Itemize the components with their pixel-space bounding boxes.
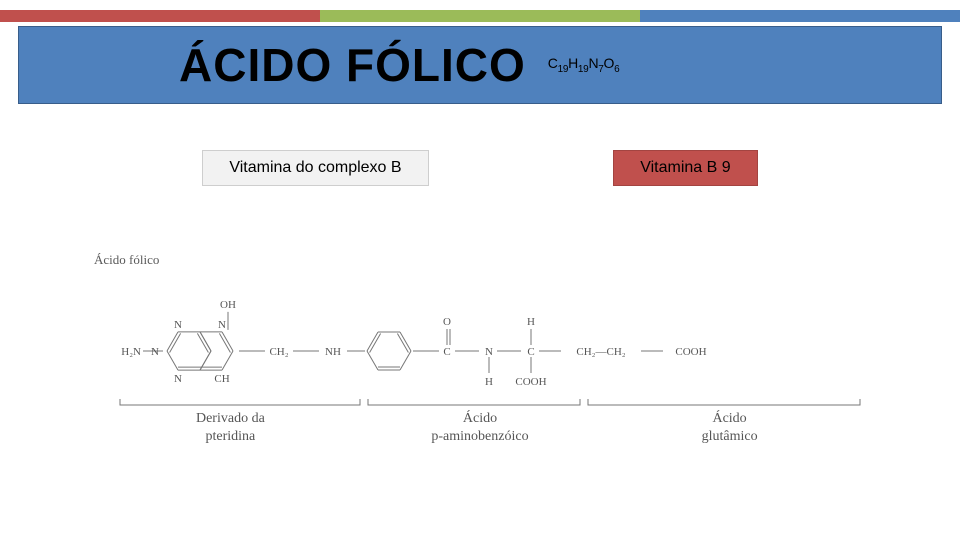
part-label-paba: Ácido p-aminobenzóico [371,410,589,445]
accent-seg-1 [0,10,320,22]
svg-text:N: N [174,373,182,385]
svg-text:C: C [527,346,534,358]
svg-text:CH₂—CH₂: CH₂—CH₂ [576,346,625,358]
badge-b9: Vitamina B 9 [613,150,757,186]
svg-text:N: N [151,346,159,358]
svg-text:N: N [218,319,226,331]
svg-text:OH: OH [220,299,236,311]
svg-text:H₂N: H₂N [121,346,141,358]
molecular-formula: C19H19N7O6 [548,55,620,75]
svg-text:NH: NH [325,346,341,358]
svg-text:N: N [174,319,182,331]
top-accent-bar [0,10,960,22]
part-label-pteridina: Derivado da pteridina [90,410,371,445]
svg-text:COOH: COOH [675,346,706,358]
chemical-structure-diagram: Ácido fólico NNNCHNOHH₂NCH₂NHCONHCHCOOHC… [90,260,870,450]
accent-seg-3 [640,10,960,22]
part-labels-row: Derivado da pteridina Ácido p-aminobenzó… [90,410,870,445]
accent-seg-2 [320,10,640,22]
diagram-title: Ácido fólico [94,252,159,268]
page-title: ÁCIDO FÓLICO [179,38,526,92]
svg-text:COOH: COOH [515,376,546,388]
title-header: ÁCIDO FÓLICO C19H19N7O6 [18,26,942,104]
svg-text:H: H [527,316,535,328]
svg-text:CH₂: CH₂ [269,346,288,358]
svg-text:N: N [485,346,493,358]
part-label-glutamico: Ácido glutâmico [589,410,870,445]
svg-text:C: C [443,346,450,358]
badge-row: Vitamina do complexo B Vitamina B 9 [0,150,960,186]
svg-text:H: H [485,376,493,388]
svg-text:O: O [443,316,451,328]
svg-text:CH: CH [214,373,229,385]
badge-complex-b: Vitamina do complexo B [202,150,428,186]
